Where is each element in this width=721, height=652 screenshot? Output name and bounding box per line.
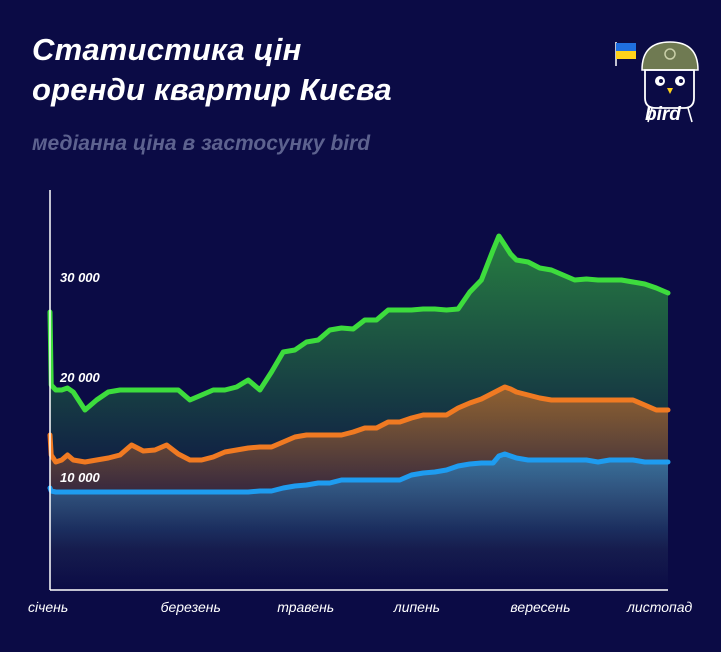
x-tick-label: травень [277, 599, 334, 615]
ukraine-flag-icon [615, 42, 636, 66]
x-tick-label: листопад [626, 599, 692, 615]
series-area-2 [50, 454, 668, 590]
chart-areas [50, 236, 668, 590]
x-tick-label: березень [161, 599, 221, 615]
series-line-2 [47, 451, 671, 495]
page-title: Статистика цін оренди квартир Києва [32, 30, 392, 110]
chart-labels: 10 000 20 000 30 000 січень березень травень л… [28, 270, 692, 615]
series-line-1 [47, 384, 671, 465]
logo-text: bird [645, 104, 681, 125]
x-tick-label: січень [28, 599, 68, 615]
title-line-1: Статистика цін [32, 32, 302, 67]
chart-lines [47, 233, 671, 495]
x-tick-label: вересень [510, 599, 570, 615]
series-line-0 [47, 233, 671, 413]
page-subtitle: медіанна ціна в застосунку bird [32, 132, 371, 155]
title-line-2: оренди квартир Києва [32, 72, 392, 107]
y-tick-label: 10 000 [60, 470, 101, 485]
bird-helmet-icon [615, 41, 699, 123]
chart-axes [49, 190, 668, 591]
y-tick-label: 20 000 [59, 370, 101, 385]
y-tick-label: 30 000 [60, 270, 101, 285]
x-tick-label: липень [393, 599, 440, 615]
